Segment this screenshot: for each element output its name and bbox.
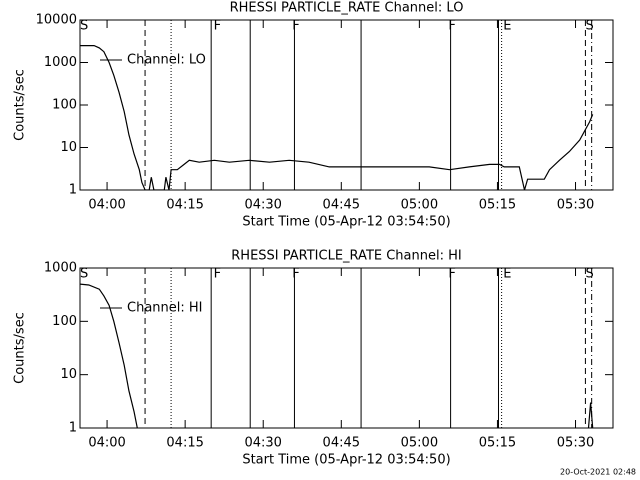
footer: 20-Oct-2021 02:48	[560, 468, 636, 477]
markers	[144, 20, 593, 190]
flag-label: F	[448, 267, 455, 282]
x-tick-label: 04:00	[88, 198, 125, 213]
x-tick-label: 05:00	[401, 436, 438, 451]
flag-label: E	[503, 19, 511, 34]
x-tick-label: 04:00	[88, 436, 125, 451]
flag-label: S	[585, 267, 593, 282]
flag-label: F	[448, 19, 455, 34]
legend-label: Channel: HI	[127, 301, 203, 316]
flag-label: E	[503, 267, 511, 282]
flag-label: S	[585, 19, 593, 34]
x-tick-label: 04:30	[244, 198, 281, 213]
y-tick-label: 1	[69, 183, 77, 198]
flag-label: F	[214, 19, 221, 34]
x-tick-label: 04:15	[166, 198, 203, 213]
x-tick-label: 04:15	[166, 436, 203, 451]
x-axis-label: Start Time (05-Apr-12 03:54:50)	[242, 215, 450, 230]
flag-label: S	[80, 19, 88, 34]
y-axis-label: Counts/sec	[13, 69, 28, 141]
x-tick-label: 05:15	[479, 436, 516, 451]
x-tick-label: 05:30	[557, 436, 594, 451]
flag-label: F	[214, 267, 221, 282]
x-tick-label: 05:15	[479, 198, 516, 213]
y-tick-label: 1	[69, 421, 77, 436]
y-tick-label: 10000	[36, 13, 77, 28]
y-axis-label: Counts/sec	[13, 312, 28, 384]
y-tick-label: 10	[60, 367, 77, 382]
y-tick-label: 1000	[44, 55, 77, 70]
y-tick-label: 10	[60, 140, 77, 155]
x-tick-label: 05:30	[557, 198, 594, 213]
plot-frame	[79, 267, 614, 429]
y-tick-label: 100	[52, 98, 77, 113]
y-tick-label: 100	[52, 314, 77, 329]
flag-label: F	[292, 19, 299, 34]
chart-title: RHESSI PARTICLE_RATE Channel: LO	[230, 1, 464, 16]
x-tick-label: 04:45	[323, 436, 360, 451]
data-line	[80, 45, 594, 190]
flag-label: F	[292, 267, 299, 282]
data-line	[80, 283, 594, 428]
legend-label: Channel: LO	[127, 53, 206, 68]
x-tick-label: 04:30	[244, 436, 281, 451]
markers	[144, 268, 593, 428]
y-tick-label: 1000	[44, 261, 77, 276]
x-axis-label: Start Time (05-Apr-12 03:54:50)	[242, 453, 450, 468]
chart-title: RHESSI PARTICLE_RATE Channel: HI	[231, 249, 461, 264]
x-tick-label: 05:00	[401, 198, 438, 213]
x-tick-label: 04:45	[323, 198, 360, 213]
flag-label: S	[80, 267, 88, 282]
